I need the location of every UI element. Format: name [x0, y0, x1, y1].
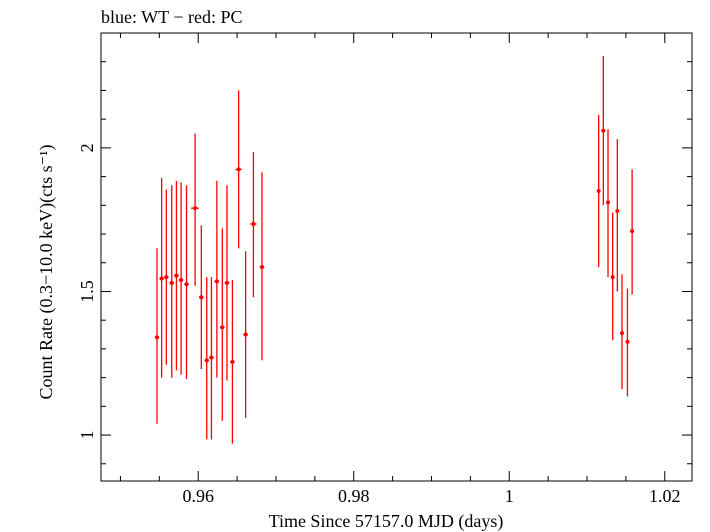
point-marker [174, 273, 179, 278]
data-point [601, 55, 606, 206]
point-marker [243, 332, 248, 337]
data-point [243, 251, 248, 418]
point-marker [193, 206, 198, 211]
point-marker [610, 275, 615, 280]
data-point [174, 180, 179, 371]
data-point [198, 225, 204, 369]
point-marker [184, 282, 189, 287]
point-marker [209, 355, 214, 360]
plot-frame [100, 32, 693, 482]
data-point [224, 185, 230, 381]
y-tick-label: 2 [77, 143, 97, 152]
x-tick-label: 1 [505, 486, 514, 506]
point-marker [615, 209, 620, 214]
data-point [184, 185, 189, 380]
point-marker [204, 358, 209, 363]
chart-title: blue: WT − red: PC [101, 7, 242, 27]
data-point [214, 180, 220, 378]
point-marker [606, 200, 611, 205]
point-marker [625, 339, 630, 344]
data-point [235, 90, 242, 249]
point-marker [199, 295, 204, 300]
data-point [596, 114, 601, 268]
x-tick-label: 1.02 [649, 486, 681, 506]
point-marker [601, 128, 606, 133]
point-marker [596, 188, 601, 193]
point-marker [230, 359, 235, 364]
data-point [606, 129, 611, 278]
data-point [230, 279, 235, 444]
data-point [204, 277, 210, 440]
data-point [219, 228, 225, 421]
data-point [610, 212, 615, 341]
point-marker [620, 331, 625, 336]
data-point [163, 189, 169, 365]
point-marker [214, 279, 219, 284]
point-marker [154, 335, 159, 340]
data-point [209, 277, 214, 440]
data-point [169, 185, 175, 378]
point-marker [169, 280, 174, 285]
data-point [615, 139, 620, 292]
point-marker [630, 229, 635, 234]
data-point [620, 274, 625, 390]
data-point [191, 133, 199, 286]
data-point [154, 248, 160, 424]
point-marker [259, 265, 264, 270]
data-point [178, 182, 184, 375]
point-marker [251, 221, 256, 226]
data-point [630, 169, 635, 295]
y-tick-labels: 11.52 [77, 143, 97, 439]
point-marker [220, 325, 225, 330]
point-marker [179, 277, 184, 282]
data-point [625, 288, 630, 397]
y-tick-label: 1 [77, 431, 97, 440]
axis-ticks [101, 32, 692, 481]
x-axis-label: Time Since 57157.0 MJD (days) [269, 511, 504, 532]
y-tick-label: 1.5 [77, 280, 97, 303]
data-points [154, 55, 635, 444]
point-marker [236, 167, 241, 172]
x-tick-labels: 0.96 0.98 1 1.02 [182, 486, 680, 506]
y-axis-label: Count Rate (0.3−10.0 keV)(cts s⁻¹) [36, 144, 57, 399]
point-marker [159, 276, 164, 281]
x-tick-label: 0.98 [338, 486, 370, 506]
point-marker [164, 275, 169, 280]
point-marker [224, 280, 229, 285]
data-point [250, 152, 257, 298]
data-point [159, 178, 164, 378]
x-tick-label: 0.96 [182, 486, 214, 506]
data-point [259, 172, 265, 361]
